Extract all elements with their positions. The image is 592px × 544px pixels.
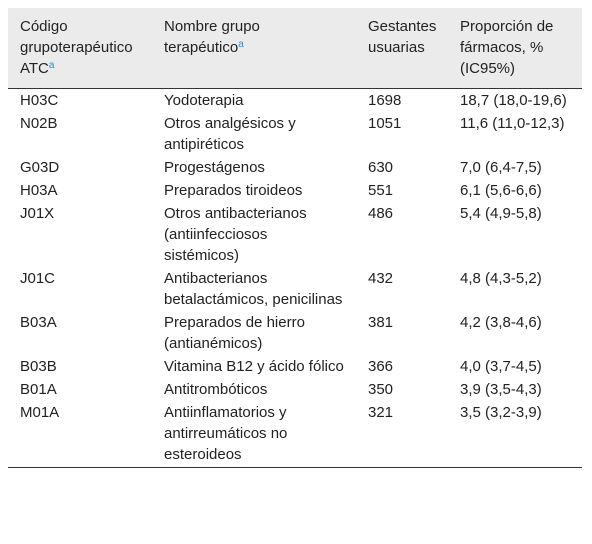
table-cell: H03C bbox=[20, 92, 59, 109]
table-cell: 321 bbox=[356, 401, 448, 468]
table-cell: Otros antibacterianos (antiinfecciosos s… bbox=[164, 205, 307, 264]
table-header: Código grupoterapéutico ATCa Nombre grupo… bbox=[8, 8, 582, 89]
table-row: H03A Preparados tiroideos 551 6,1 (5,6-6,6) bbox=[8, 179, 582, 202]
table-cell: 350 bbox=[368, 381, 394, 398]
table-cell: 3,9 (3,5-4,3) bbox=[460, 381, 542, 398]
footnote-marker: a bbox=[48, 60, 55, 71]
table-cell: 432 bbox=[368, 270, 394, 287]
table-cell: Otros analgésicos y antipiréticos bbox=[164, 115, 296, 153]
table-cell: B01A bbox=[20, 381, 57, 398]
table-row: J01C Antibacterianos betalactámicos, peni… bbox=[8, 267, 582, 311]
table-cell: Antiinflamatorios y antirreumáticos no e… bbox=[152, 401, 356, 468]
table-cell: H03A bbox=[20, 182, 58, 199]
table-cell: 18,7 (18,0-19,6) bbox=[460, 92, 567, 109]
header-cell: Nombre grupo terapéuticoa bbox=[152, 8, 356, 89]
table-cell: 4,2 (3,8-4,6) bbox=[460, 314, 542, 331]
table-cell: 366 bbox=[368, 358, 394, 375]
table-row: J01X Otros antibacterianos (antiinfeccios… bbox=[8, 202, 582, 267]
table-cell: 551 bbox=[368, 182, 394, 199]
table-cell: B03A bbox=[20, 314, 57, 331]
table-cell: Preparados de hierro (antianémicos) bbox=[164, 314, 305, 352]
header-cell: Gestantes usuarias bbox=[356, 8, 448, 89]
header-text: Código grupoterapéutico ATC bbox=[20, 18, 133, 77]
table-cell: M01A bbox=[8, 401, 152, 468]
table-cell: Progestágenos bbox=[164, 159, 265, 176]
table-cell: 7,0 (6,4-7,5) bbox=[460, 159, 542, 176]
table-cell: 3,5 (3,2-3,9) bbox=[448, 401, 582, 468]
table-cell: 4,8 (4,3-5,2) bbox=[460, 270, 542, 287]
table-cell: N02B bbox=[20, 115, 58, 132]
table-cell: 630 bbox=[368, 159, 394, 176]
table-cell: 1051 bbox=[368, 115, 402, 132]
header-cell: Código grupoterapéutico ATCa bbox=[8, 8, 152, 89]
table-row: H03C Yodoterapia 1698 18,7 (18,0-19,6) bbox=[8, 89, 582, 113]
table-cell: Preparados tiroideos bbox=[164, 182, 303, 199]
table-cell: G03D bbox=[20, 159, 60, 176]
data-table: Código grupoterapéutico ATCa Nombre grupo… bbox=[8, 8, 582, 468]
table-cell: 11,6 (11,0-12,3) bbox=[460, 115, 565, 132]
table-cell: 4,0 (3,7-4,5) bbox=[460, 358, 542, 375]
table-cell: Antibacterianos betalactámicos, penicili… bbox=[164, 270, 343, 308]
header-row: Código grupoterapéutico ATCa Nombre grupo… bbox=[8, 8, 582, 89]
table-row: B01A Antitrombóticos 350 3,9 (3,5-4,3) bbox=[8, 378, 582, 401]
table-row: B03A Preparados de hierro (antianémicos) 3… bbox=[8, 311, 582, 355]
table-row: N02B Otros analgésicos y antipiréticos 105… bbox=[8, 112, 582, 156]
header-text: Gestantes usuarias bbox=[368, 18, 437, 56]
header-text: Proporción de fármacos, % (IC95%) bbox=[460, 18, 554, 77]
header-cell: Proporción de fármacos, % (IC95%) bbox=[448, 8, 582, 89]
table-row: G03D Progestágenos 630 7,0 (6,4-7,5) bbox=[8, 156, 582, 179]
header-text: Nombre grupo terapéutico bbox=[164, 18, 260, 56]
table-cell: 381 bbox=[368, 314, 394, 331]
table-cell: J01X bbox=[20, 205, 55, 222]
table-cell: 486 bbox=[368, 205, 394, 222]
table-cell: Vitamina B12 y ácido fólico bbox=[164, 358, 344, 375]
table-body: H03C Yodoterapia 1698 18,7 (18,0-19,6) N02B O… bbox=[8, 89, 582, 468]
table-cell: J01C bbox=[20, 270, 56, 287]
table-cell: 5,4 (4,9-5,8) bbox=[460, 205, 542, 222]
table-cell: Antitrombóticos bbox=[164, 381, 268, 398]
table-row: B03B Vitamina B12 y ácido fólico 366 4,0 (3… bbox=[8, 355, 582, 378]
table-cell: Yodoterapia bbox=[164, 92, 244, 109]
table-cell: 1698 bbox=[368, 92, 402, 109]
table-row: M01A Antiinflamatorios y antirreumáticos … bbox=[8, 401, 582, 468]
footnote-marker: a bbox=[238, 39, 244, 50]
table-cell: B03B bbox=[20, 358, 57, 375]
table-cell: 6,1 (5,6-6,6) bbox=[460, 182, 542, 199]
